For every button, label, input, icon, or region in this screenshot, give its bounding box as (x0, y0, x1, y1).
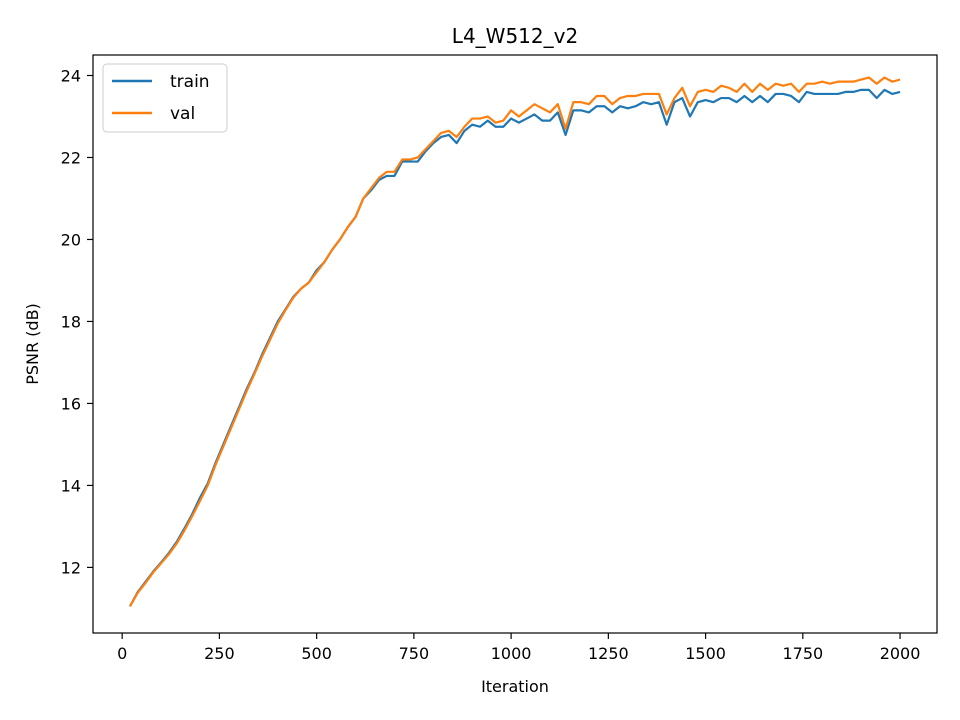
legend-val-label: val (170, 104, 195, 124)
y-tick-label: 20 (61, 230, 81, 249)
y-axis-label: PSNR (dB) (23, 303, 42, 385)
legend: train val (102, 63, 228, 133)
x-tick-label: 0 (117, 644, 127, 663)
y-tick-label: 12 (61, 558, 81, 577)
y-tick-label: 18 (61, 312, 81, 331)
legend-train-label: train (170, 72, 210, 92)
y-tick-label: 22 (61, 148, 81, 167)
plot-lines (128, 76, 901, 607)
axes: 0 250 500 750 1000 1250 1500 1750 2000 12 14 16 18 20… (61, 66, 921, 663)
x-tick-label: 1000 (491, 644, 532, 663)
y-tick-label: 24 (61, 66, 81, 85)
x-tick-label: 250 (204, 644, 235, 663)
x-tick-label: 1750 (782, 644, 823, 663)
y-tick-label: 16 (61, 394, 81, 413)
y-tick-label: 14 (61, 476, 81, 495)
plot-frame (92, 54, 938, 634)
x-tick-label: 2000 (880, 644, 921, 663)
x-tick-label: 1250 (588, 644, 629, 663)
series-val-line (128, 76, 901, 607)
x-tick-label: 1500 (685, 644, 726, 663)
x-tick-label: 750 (399, 644, 430, 663)
chart-title: L4_W512_v2 (452, 24, 578, 48)
x-tick-label: 500 (301, 644, 332, 663)
x-axis-label: Iteration (481, 677, 549, 696)
